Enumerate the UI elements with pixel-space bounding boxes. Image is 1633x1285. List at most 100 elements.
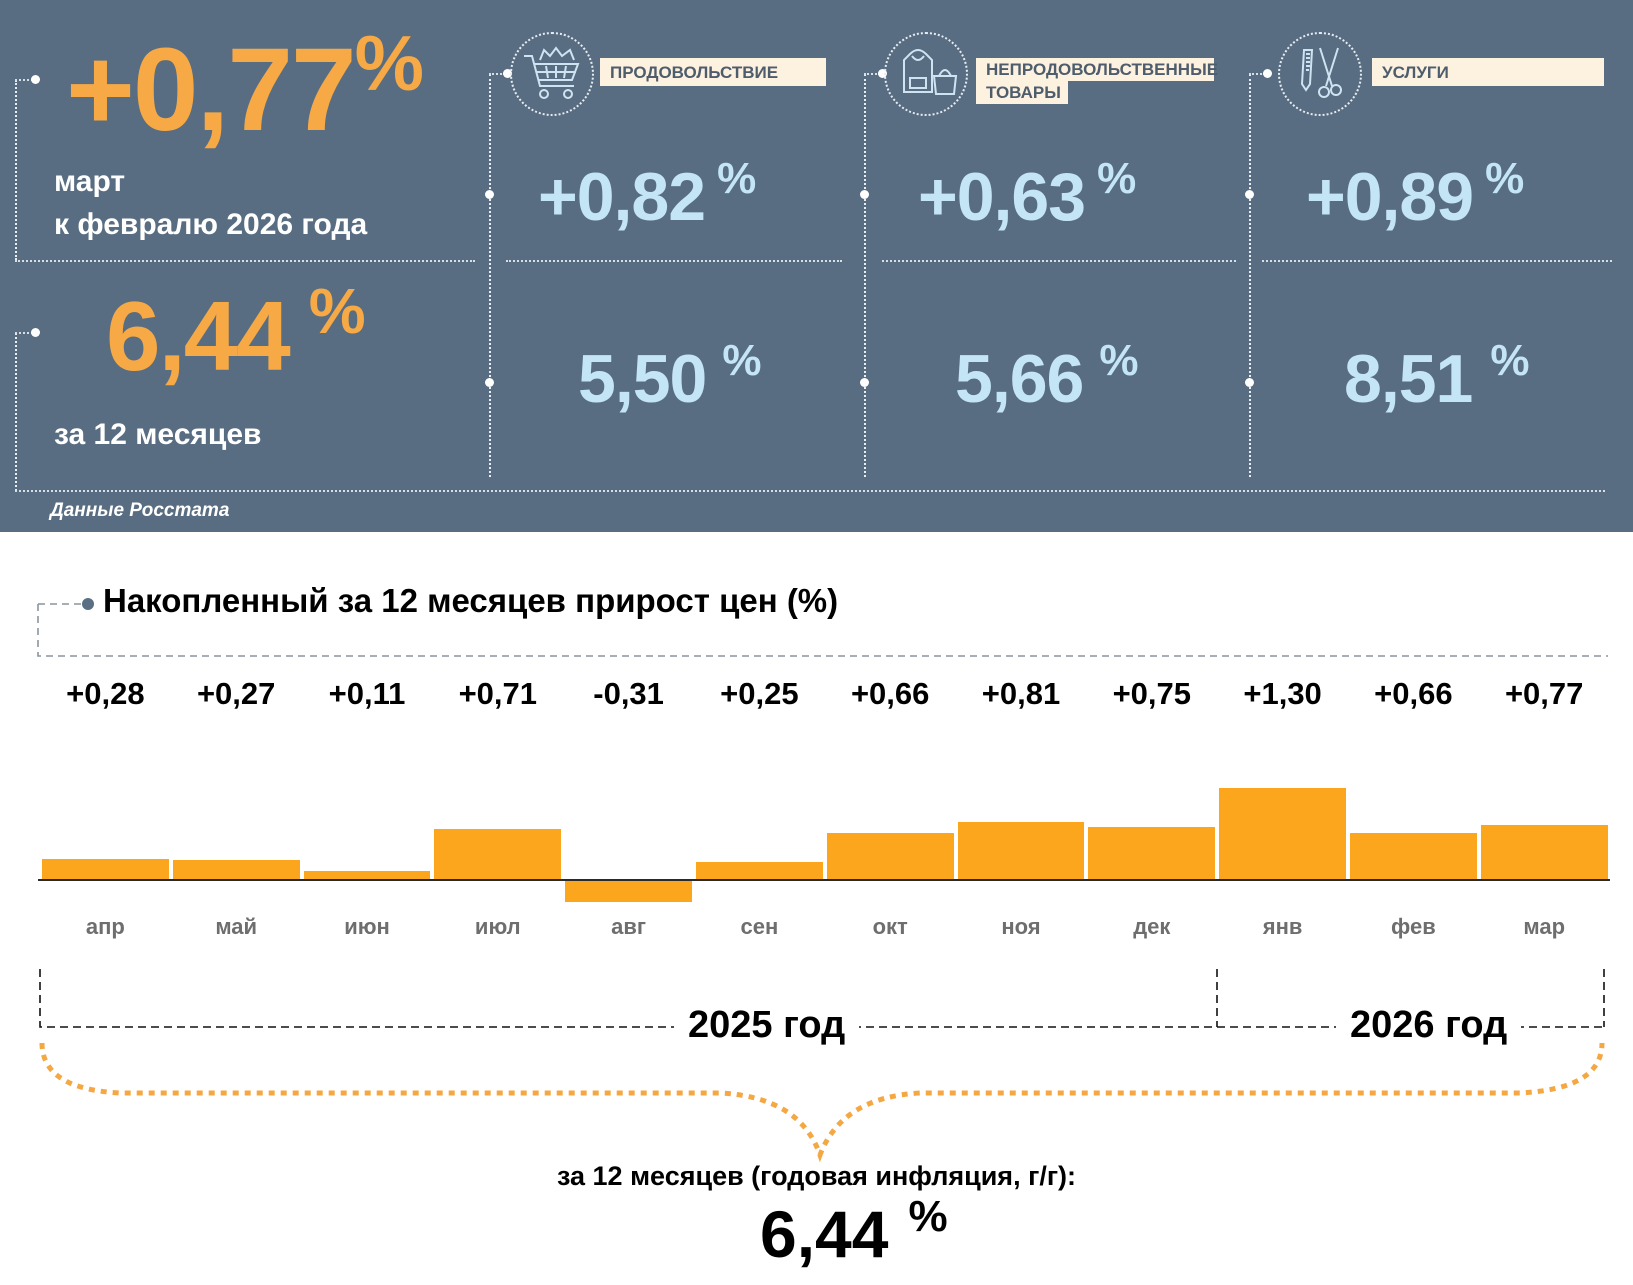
value-label: +0,27: [196, 676, 276, 711]
percent-sign: %: [722, 336, 761, 385]
percent-sign: %: [908, 1192, 948, 1241]
bar-авг: [565, 880, 692, 902]
value-label: +0,28: [66, 676, 145, 711]
connector-line: [1249, 74, 1251, 477]
divider-line: [15, 260, 475, 262]
month-label: фев: [1391, 914, 1436, 939]
value-label: -0,31: [593, 676, 664, 711]
summary-panel: +0,77% март к февралю 2026 года 6,44% за…: [0, 0, 1633, 532]
connector-line: [15, 332, 33, 334]
month-label: июн: [344, 914, 390, 939]
food-monthly-value: +0,82%: [538, 154, 756, 235]
value-label: +1,30: [1243, 676, 1322, 711]
category-label-food: ПРОДОВОЛЬСТВИЕ: [600, 58, 826, 86]
connector-line: [489, 73, 505, 75]
bar-янв: [1219, 788, 1346, 879]
services-annual-value: 8,51%: [1344, 336, 1529, 417]
percent-sign: %: [1097, 154, 1136, 203]
monthly-period-sublabel: к февралю 2026 года: [54, 208, 368, 241]
connector-line: [864, 74, 866, 477]
value-label: +0,77: [1504, 676, 1584, 711]
connector-dot: [485, 190, 494, 199]
summary-label: за 12 месяцев (годовая инфляция, г/г):: [556, 1161, 1077, 1191]
comb-scissors-icon: [1278, 32, 1362, 116]
bar-май: [172, 860, 300, 879]
connector-dot: [1245, 190, 1254, 199]
services-monthly-value: +0,89%: [1306, 154, 1524, 235]
source-note: Данные Росстата: [50, 500, 230, 521]
bar-окт: [826, 832, 954, 879]
percent-sign: %: [1490, 336, 1529, 385]
value-label: +0,66: [1374, 676, 1453, 711]
value-label: +0,66: [850, 676, 930, 711]
percent-sign: %: [308, 275, 366, 347]
title-bracket: [37, 598, 1608, 657]
connector-dot: [1263, 69, 1272, 78]
food-annual-value: 5,50%: [578, 336, 761, 417]
annual-period-label: за 12 месяцев: [54, 418, 262, 451]
value-label: +0,71: [458, 676, 538, 711]
connector-dot: [485, 378, 494, 387]
connector-line: [15, 333, 17, 491]
bar-июл: [434, 829, 562, 879]
connector-dot: [860, 378, 869, 387]
chart-title: Накопленный за 12 месяцев прирост цен (%…: [103, 582, 839, 619]
title-dot: [82, 598, 94, 610]
month-label: окт: [872, 914, 908, 939]
connector-dot: [31, 328, 40, 337]
month-label: авг: [611, 914, 647, 939]
month-label: июл: [474, 914, 521, 939]
bar-июн: [303, 871, 431, 879]
category-label-nonfood-line2: ТОВАРЫ: [976, 81, 1068, 104]
category-label-nonfood: НЕПРОДОВОЛЬСТВЕННЫЕ: [976, 58, 1218, 81]
shopping-cart-icon: [510, 32, 594, 116]
connector-line: [1249, 73, 1265, 75]
year-label-2026: 2026 год: [1336, 1004, 1522, 1047]
bar-мар: [1480, 825, 1608, 879]
percent-sign: %: [1099, 336, 1138, 385]
month-label: янв: [1262, 914, 1303, 939]
month-label: мар: [1523, 914, 1566, 939]
hoodie-handbag-icon: [884, 32, 968, 116]
category-label-services: УСЛУГИ: [1372, 58, 1604, 86]
percent-sign: %: [1485, 154, 1524, 203]
month-label: май: [215, 914, 258, 939]
connector-line: [864, 73, 880, 75]
value-label: +0,81: [981, 676, 1061, 711]
percent-sign: %: [717, 154, 756, 203]
monthly-change-value: +0,77%: [66, 19, 424, 156]
divider-line: [15, 490, 1605, 492]
value-label: +0,75: [1112, 676, 1192, 711]
curly-brace: [39, 1042, 1605, 1163]
connector-line: [15, 80, 17, 260]
year-label-2025: 2025 год: [674, 1004, 860, 1047]
month-label: дек: [1133, 914, 1171, 939]
value-label: +0,11: [328, 676, 406, 711]
annual-inflation-value: 6,44%: [106, 275, 366, 391]
connector-line: [15, 79, 33, 81]
bar-апр: [42, 859, 169, 879]
bar-фев: [1350, 832, 1477, 879]
zero-axis-line: [38, 879, 1610, 881]
divider-line: [506, 260, 842, 262]
connector-dot: [503, 69, 512, 78]
value-label: +0,25: [720, 676, 799, 711]
month-label: сен: [740, 914, 779, 939]
divider-line: [1262, 260, 1612, 262]
percent-sign: %: [354, 19, 424, 107]
month-label: апр: [85, 914, 125, 939]
connector-dot: [1245, 378, 1254, 387]
nonfood-monthly-value: +0,63%: [918, 154, 1136, 235]
connector-line: [489, 74, 491, 477]
year-bracket: [39, 969, 1605, 1163]
summary-value: 6,44%: [760, 1192, 948, 1271]
connector-dot: [860, 190, 869, 199]
bar-ноя: [957, 822, 1085, 879]
monthly-period-label: март: [54, 165, 126, 198]
divider-line: [882, 260, 1236, 262]
connector-dot: [31, 75, 40, 84]
month-label: ноя: [1001, 914, 1041, 939]
connector-dot: [878, 69, 887, 78]
bar-дек: [1088, 826, 1216, 879]
nonfood-annual-value: 5,66%: [955, 336, 1138, 417]
